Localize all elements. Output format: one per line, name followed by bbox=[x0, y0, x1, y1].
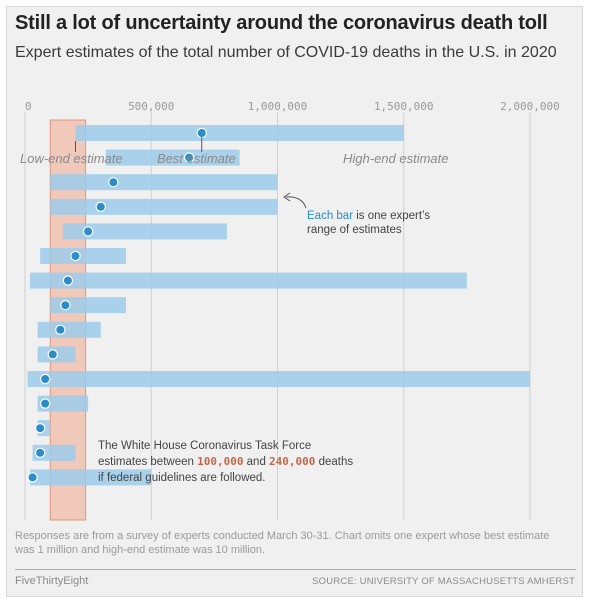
white-house-wh-line2-suffix: deaths bbox=[315, 456, 353, 468]
expert-range-bar bbox=[40, 248, 126, 264]
white-house-note-line3: if federal guidelines are followed. bbox=[98, 472, 266, 484]
best-estimate-label: Best estimate bbox=[157, 151, 236, 166]
footer-rule bbox=[15, 569, 576, 570]
best-estimate-dot bbox=[47, 349, 58, 360]
best-estimate-dot bbox=[34, 423, 46, 434]
best-estimate-dot bbox=[62, 275, 74, 286]
best-estimate-dot bbox=[27, 472, 38, 483]
best-estimate-dot bbox=[34, 447, 46, 458]
expert-range-bar bbox=[37, 321, 101, 338]
bar-note-line2: range of estimates bbox=[307, 224, 402, 236]
white-house-note-line1: The White House Coronavirus Task Force bbox=[98, 440, 311, 452]
x-tick-label: 2,000,000 bbox=[500, 100, 560, 113]
white-house-wh-high: 240,000 bbox=[269, 455, 315, 468]
best-estimate-dot bbox=[183, 152, 195, 163]
expert-range-bar bbox=[30, 469, 152, 486]
best-estimate-dot bbox=[108, 176, 119, 188]
brand-label: FiveThirtyEight bbox=[15, 575, 89, 587]
white-house-wh-line2-prefix: estimates between bbox=[98, 456, 197, 468]
expert-range-bar bbox=[50, 297, 126, 314]
x-tick-label: 1,500,000 bbox=[374, 100, 434, 113]
x-tick-label: 1,000,000 bbox=[248, 100, 308, 113]
note-arrowhead bbox=[283, 192, 291, 202]
bar-note-line1: Each bar is one expert’s bbox=[307, 210, 430, 222]
expert-range-bar bbox=[37, 395, 89, 412]
bar-note-rest: is one expert’s bbox=[353, 210, 430, 222]
white-house-wh-and: and bbox=[243, 456, 269, 468]
footnote: Responses are from a survey of experts c… bbox=[15, 530, 550, 556]
chart-title: Still a lot of uncertainty around the co… bbox=[15, 12, 548, 34]
white-house-note-line2: estimates between 100,000 and 240,000 de… bbox=[98, 455, 353, 468]
white-house-wh-low: 100,000 bbox=[197, 455, 243, 468]
source-label: SOURCE: UNIVERSITY OF MASSACHUSETTS AMHE… bbox=[312, 576, 575, 587]
expert-range-bar bbox=[62, 223, 227, 240]
expert-range-bar bbox=[50, 174, 278, 191]
expert-range-bar bbox=[50, 198, 278, 215]
low-end-label: Low-end estimate bbox=[20, 151, 123, 166]
best-estimate-dot bbox=[82, 226, 94, 237]
expert-range-bar bbox=[75, 125, 404, 141]
best-estimate-dot bbox=[40, 373, 51, 385]
best-estimate-dot bbox=[95, 201, 106, 212]
best-estimate-dot bbox=[60, 300, 71, 311]
high-end-label: High-end estimate bbox=[343, 151, 449, 166]
best-estimate-dot bbox=[40, 398, 51, 409]
note-arrow bbox=[285, 196, 307, 209]
chart-subtitle: Expert estimates of the total number of … bbox=[15, 44, 557, 61]
x-tick-label: 500,000 bbox=[128, 100, 174, 113]
expert-range-bar bbox=[105, 149, 240, 166]
x-tick-label: 0 bbox=[25, 100, 32, 113]
expert-range-bar bbox=[30, 272, 467, 289]
expert-range-bar bbox=[27, 371, 531, 387]
best-estimate-dot bbox=[70, 250, 81, 262]
best-estimate-dot bbox=[55, 324, 66, 335]
best-estimate-dot bbox=[196, 127, 207, 139]
bar-note-highlight: Each bar bbox=[307, 210, 353, 222]
